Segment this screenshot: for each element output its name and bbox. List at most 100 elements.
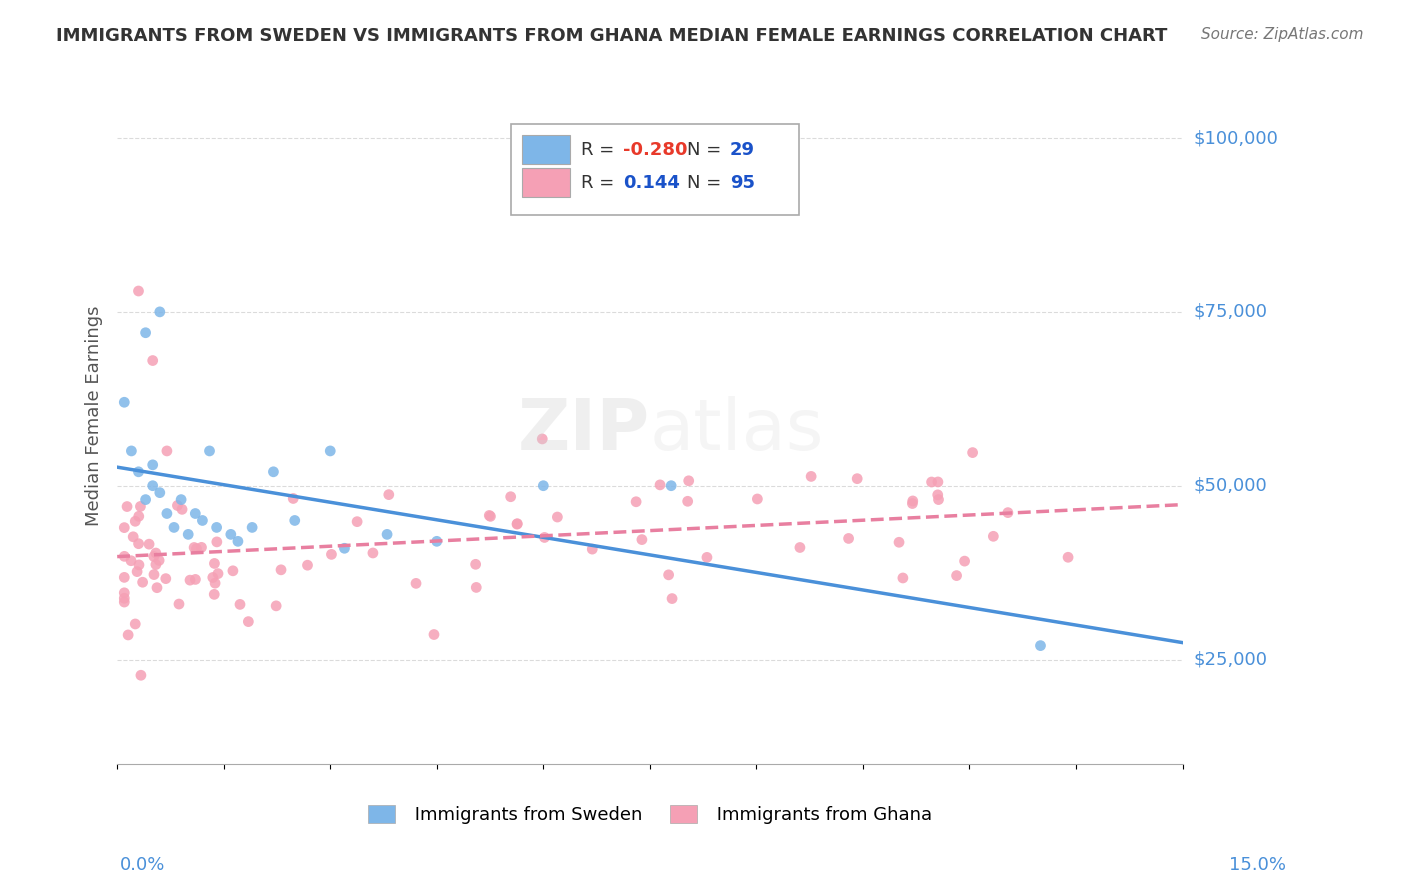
Text: N =: N =: [688, 141, 727, 159]
FancyBboxPatch shape: [522, 168, 569, 197]
Point: [131, 575, 153, 590]
Text: $100,000: $100,000: [1194, 129, 1278, 147]
Point: [170, 502, 193, 516]
Point: [191, 513, 214, 527]
Point: [128, 284, 150, 298]
Point: [112, 549, 135, 564]
Point: [238, 615, 260, 629]
Point: [142, 458, 165, 472]
Point: [135, 326, 157, 340]
Point: [838, 532, 860, 546]
Point: [531, 479, 554, 493]
Point: [921, 475, 943, 489]
Point: [115, 500, 138, 514]
Point: [378, 488, 401, 502]
Point: [142, 353, 165, 368]
Point: [581, 542, 603, 557]
Point: [262, 465, 284, 479]
Text: 95: 95: [730, 174, 755, 193]
Point: [678, 474, 700, 488]
Point: [901, 497, 924, 511]
Point: [321, 548, 343, 562]
Point: [179, 573, 201, 587]
Point: [146, 581, 169, 595]
Point: [186, 541, 208, 556]
Point: [887, 535, 910, 549]
Point: [142, 479, 165, 493]
Point: [546, 510, 568, 524]
Point: [846, 472, 869, 486]
Text: Source: ZipAtlas.com: Source: ZipAtlas.com: [1201, 27, 1364, 42]
Point: [129, 668, 152, 682]
Point: [204, 576, 226, 591]
Point: [112, 591, 135, 606]
Point: [156, 444, 179, 458]
Text: R =: R =: [581, 174, 620, 193]
Text: ZIP: ZIP: [517, 395, 650, 465]
Point: [127, 565, 149, 579]
Point: [997, 506, 1019, 520]
Point: [800, 469, 823, 483]
Point: [149, 485, 172, 500]
Point: [204, 557, 226, 571]
Point: [983, 529, 1005, 543]
Point: [128, 537, 150, 551]
Point: [270, 563, 292, 577]
Point: [155, 572, 177, 586]
Point: [129, 500, 152, 514]
Point: [297, 558, 319, 573]
Point: [128, 465, 150, 479]
Point: [747, 491, 769, 506]
Point: [226, 534, 249, 549]
Point: [170, 492, 193, 507]
Point: [361, 546, 384, 560]
Point: [648, 478, 671, 492]
Point: [229, 598, 252, 612]
Point: [631, 533, 654, 547]
Text: 29: 29: [730, 141, 755, 159]
Point: [661, 591, 683, 606]
Point: [145, 558, 167, 572]
Point: [478, 508, 501, 523]
Point: [219, 527, 242, 541]
Text: 0.0%: 0.0%: [120, 856, 165, 874]
Point: [658, 567, 681, 582]
Point: [138, 537, 160, 551]
Point: [205, 520, 228, 534]
Point: [142, 549, 165, 564]
Point: [190, 541, 212, 555]
Point: [499, 490, 522, 504]
Text: $25,000: $25,000: [1194, 650, 1268, 668]
FancyBboxPatch shape: [512, 124, 799, 215]
Point: [789, 541, 811, 555]
Point: [205, 534, 228, 549]
Legend:  Immigrants from Sweden,  Immigrants from Ghana: Immigrants from Sweden, Immigrants from …: [367, 805, 932, 824]
Point: [202, 587, 225, 601]
Point: [145, 546, 167, 560]
Point: [284, 513, 307, 527]
Point: [122, 530, 145, 544]
Point: [533, 531, 555, 545]
Point: [346, 515, 368, 529]
Point: [112, 595, 135, 609]
Point: [405, 576, 427, 591]
Point: [927, 488, 949, 502]
Point: [953, 554, 976, 568]
Point: [891, 571, 914, 585]
Text: -0.280: -0.280: [623, 141, 688, 159]
Point: [319, 444, 342, 458]
Text: 15.0%: 15.0%: [1229, 856, 1286, 874]
Point: [117, 628, 139, 642]
Point: [962, 445, 984, 459]
Point: [264, 599, 287, 613]
Text: $75,000: $75,000: [1194, 303, 1268, 321]
Point: [659, 479, 682, 493]
Point: [156, 507, 179, 521]
Point: [375, 527, 398, 541]
Point: [183, 541, 205, 555]
Point: [167, 597, 190, 611]
Text: atlas: atlas: [650, 395, 824, 465]
Point: [143, 567, 166, 582]
Y-axis label: Median Female Earnings: Median Female Earnings: [86, 306, 103, 526]
Point: [240, 520, 263, 534]
